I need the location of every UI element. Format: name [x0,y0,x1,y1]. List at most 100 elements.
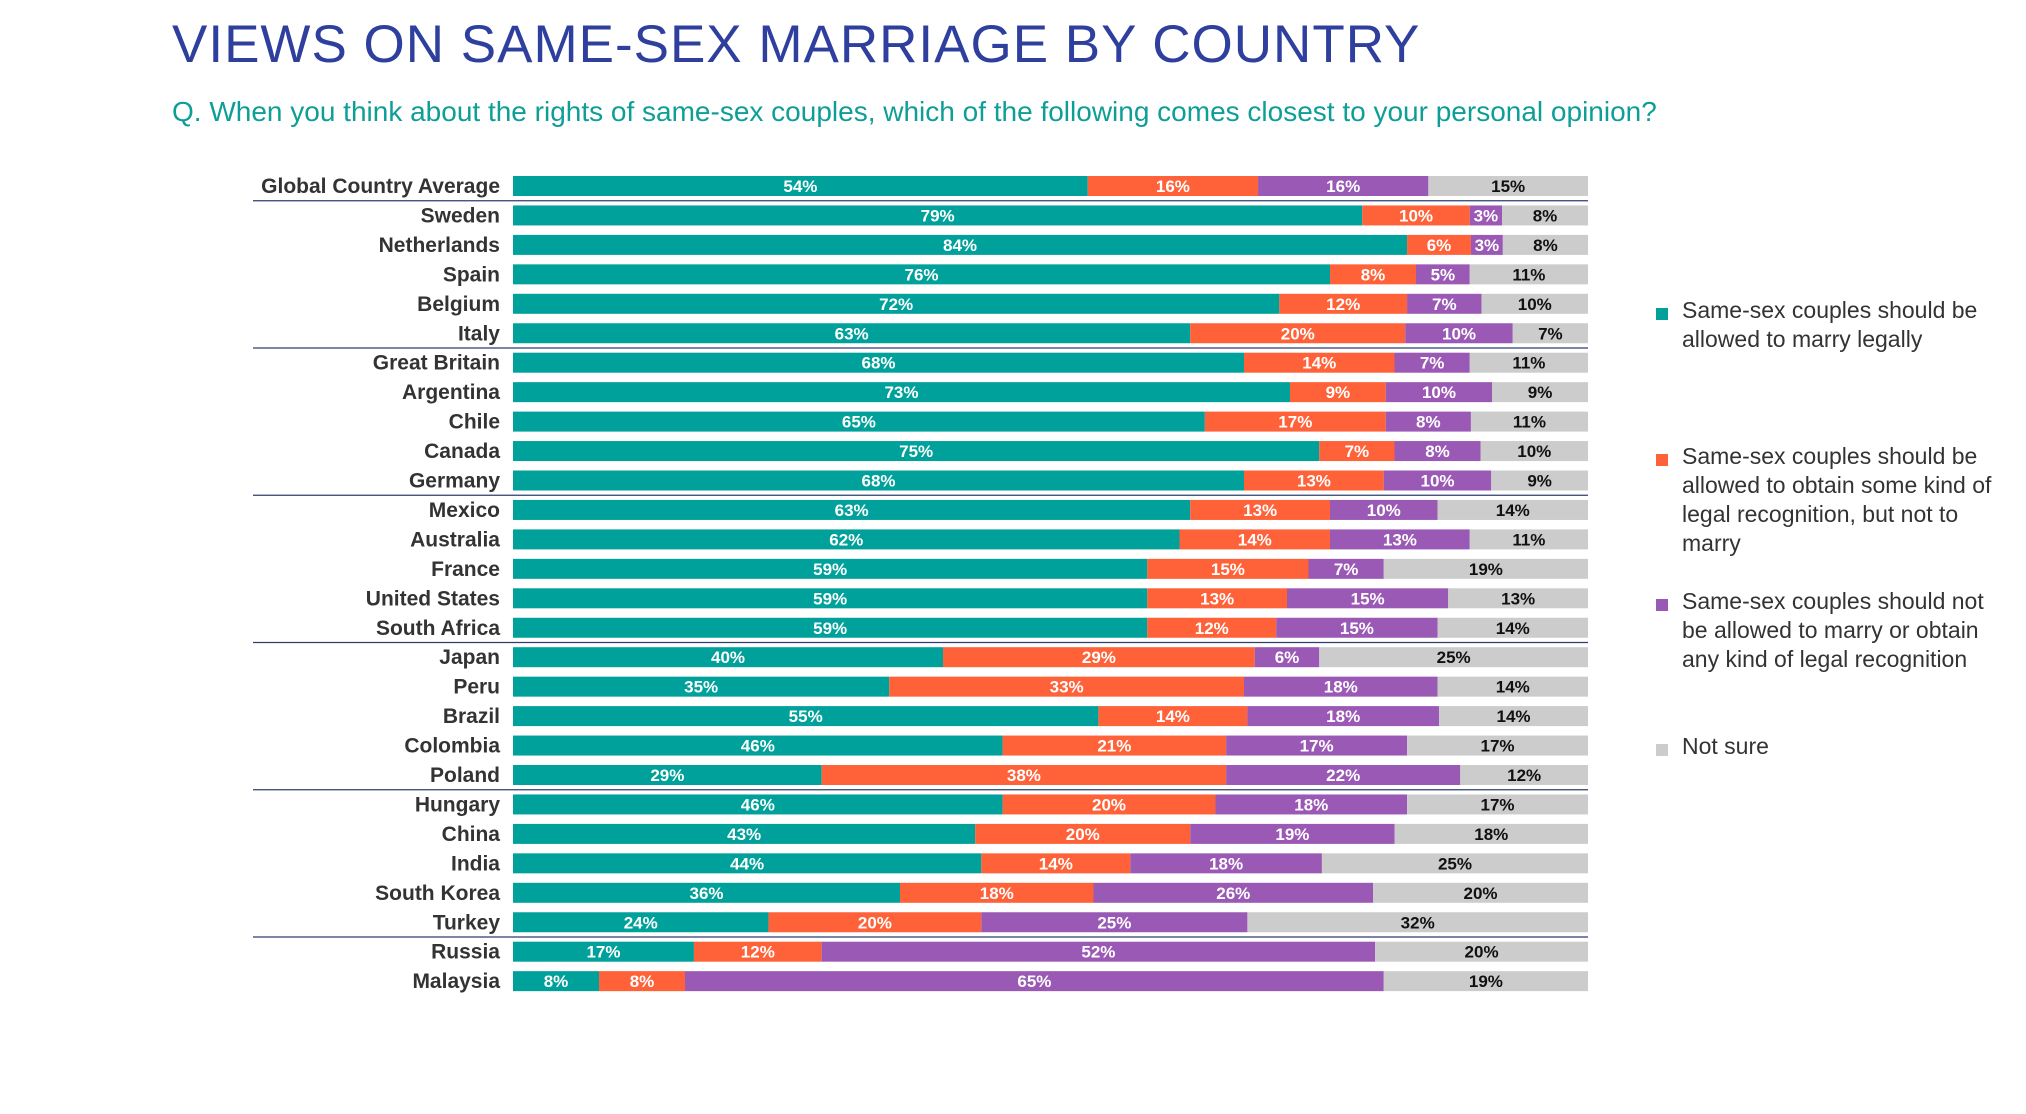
data-label: 12% [1195,619,1229,638]
data-label: 25% [1437,648,1471,667]
bar-segment [1512,323,1588,344]
data-label: 18% [1474,825,1508,844]
data-label: 54% [783,177,817,196]
bar-segment [513,293,1280,314]
data-label: 7% [1345,442,1370,461]
data-label: 16% [1326,177,1360,196]
category-label: India [451,852,500,875]
bar-segment [513,558,1148,579]
bar-segment [1130,853,1322,874]
bar-segment [1319,441,1395,462]
data-label: 52% [1081,943,1115,962]
data-label: 17% [1481,795,1515,814]
data-label: 29% [1082,648,1116,667]
bar-segment [1394,441,1481,462]
data-label: 79% [921,206,955,225]
bar-segment [1147,588,1287,609]
data-label: 3% [1474,206,1499,225]
data-label: 11% [1512,530,1545,549]
data-label: 21% [1097,737,1131,756]
bar-segment [1437,617,1588,638]
data-label: 16% [1156,177,1190,196]
category-label: Mexico [429,499,500,522]
data-label: 22% [1326,766,1360,785]
data-label: 8% [1361,265,1386,284]
bar-segment [1247,706,1439,727]
data-label: 8% [1533,236,1558,255]
data-label: 40% [711,648,745,667]
bar-segment [1491,470,1588,491]
data-label: 20% [1092,795,1126,814]
category-label: Italy [458,322,500,345]
data-label: 10% [1399,206,1433,225]
bar-segment [513,735,1003,756]
bar-segment [1438,706,1588,727]
bar-segment [513,234,1408,255]
bar-segment [1437,676,1588,697]
category-label: Chile [449,411,500,434]
bar-segment [1204,411,1386,432]
category-label: Australia [410,528,500,551]
bar-segment [1469,529,1588,550]
bar-segment [900,882,1094,903]
bar-segment [1470,234,1503,255]
data-label: 65% [842,413,876,432]
bar-segment [513,588,1148,609]
category-label: Great Britain [373,352,500,375]
data-label: 18% [980,884,1014,903]
category-label: Global Country Average [261,175,500,198]
data-label: 8% [1533,206,1558,225]
data-label: 17% [1300,737,1334,756]
bar-segment [513,941,694,962]
data-label: 65% [1017,972,1051,991]
bar-segment [1394,352,1470,373]
bar-segment [513,794,1003,815]
data-label: 24% [624,913,658,932]
data-label: 36% [689,884,723,903]
category-label: Malaysia [412,970,500,993]
category-label: Turkey [433,911,501,934]
data-label: 11% [1512,265,1545,284]
data-label: 10% [1420,472,1454,491]
legend-label-not-sure: Not sure [1682,733,1769,759]
data-label: 84% [943,236,977,255]
data-label: 68% [861,472,895,491]
bar-segment [1093,882,1373,903]
bar-segment [513,323,1191,344]
bar-segment [1481,293,1588,314]
data-label: 18% [1324,678,1358,697]
data-label: 9% [1527,472,1552,491]
data-label: 17% [1278,413,1312,432]
bar-segment [513,529,1180,550]
bar-segment [1469,205,1502,226]
data-label: 59% [813,589,847,608]
bar-segment [513,264,1330,285]
data-label: 12% [741,943,775,962]
bar-segment [1226,765,1461,785]
bar-segment [513,823,976,844]
legend-label-recognition: Same-sex couples should be allowed to ob… [1682,443,1992,556]
bar-segment [1407,735,1588,756]
data-label: 12% [1507,766,1541,785]
data-label: 17% [586,943,620,962]
data-label: 14% [1496,707,1530,726]
data-label: 20% [1465,943,1499,962]
bar-segment [1190,323,1406,344]
data-label: 62% [829,530,863,549]
bar-segment [1087,176,1259,196]
bar-segment [513,853,982,874]
legend-swatch-recognition [1656,454,1668,466]
bar-segment [1383,971,1588,992]
bar-segment [1385,382,1493,403]
data-label: 15% [1340,619,1374,638]
bar-segment [1502,234,1588,255]
bar-segment [943,647,1255,668]
bar-segment [1244,676,1438,697]
data-label: 63% [835,324,869,343]
bar-segment [1373,882,1588,903]
bar-segment [513,882,900,903]
data-label: 72% [879,295,913,314]
bar-segment [768,912,982,933]
category-label: United States [366,587,500,610]
data-label: 14% [1302,354,1336,373]
